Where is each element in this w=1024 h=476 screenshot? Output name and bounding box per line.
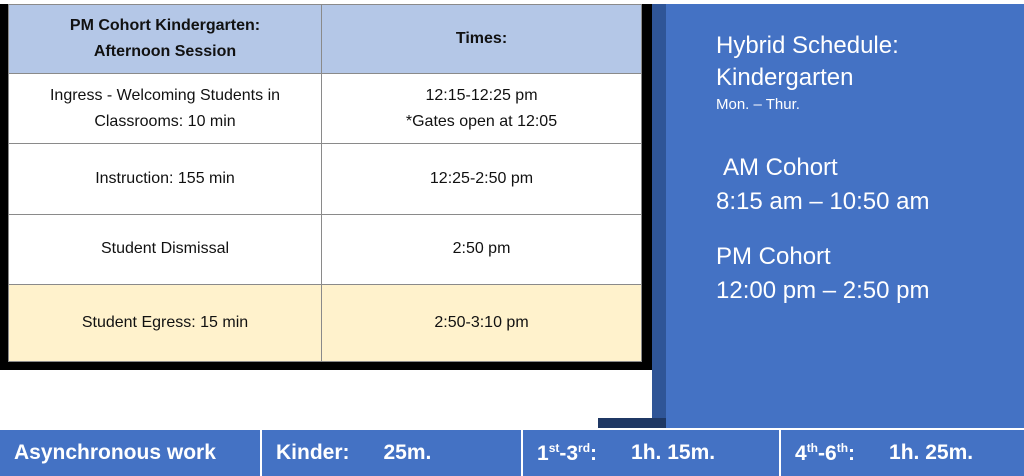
header-session: PM Cohort Kindergarten: Afternoon Session	[8, 3, 322, 75]
am-cohort-label: AM Cohort	[723, 154, 838, 181]
header-line: Afternoon Session	[93, 43, 237, 61]
time-cell: 12:25-2:50 pm	[321, 143, 642, 215]
activity-cell: Student Egress: 15 min	[8, 283, 322, 363]
async-grades-1-3: 1st-3rd: 1h. 15m.	[523, 430, 781, 476]
async-work-bar: Asynchronous work Kinder: 25m. 1st-3rd: …	[0, 428, 1024, 476]
header-line: PM Cohort Kindergarten:	[69, 17, 261, 35]
time-cell: 2:50-3:10 pm	[321, 283, 642, 363]
grade-num: 1	[537, 441, 549, 465]
time-line: 12:15-12:25 pm	[425, 86, 538, 104]
am-cohort-time: 8:15 am – 10:50 am	[716, 188, 930, 215]
ordinal: th	[836, 440, 849, 455]
grade-value: 1h. 15m.	[631, 441, 716, 464]
pm-cohort-time: 12:00 pm – 2:50 pm	[716, 277, 930, 304]
info-panel: Hybrid Schedule: Kindergarten Mon. – Thu…	[666, 4, 1024, 428]
activity-cell: Student Dismissal	[8, 213, 322, 285]
ordinal: rd	[578, 440, 591, 455]
panel-days: Mon. – Thur.	[716, 96, 800, 113]
time-note: *Gates open at 12:05	[405, 112, 558, 130]
grade-num: 4	[795, 441, 807, 465]
header-times: Times:	[321, 3, 642, 75]
ordinal: th	[806, 440, 819, 455]
panel-edge	[652, 4, 666, 428]
grade-label: Kinder:	[276, 441, 350, 464]
grade-label: 1st-3rd:	[537, 441, 597, 466]
panel-title: Hybrid Schedule:	[716, 32, 899, 59]
grade-num: -6	[818, 441, 837, 465]
activity-line: Classrooms: 10 min	[94, 112, 236, 130]
time-cell: 12:15-12:25 pm *Gates open at 12:05	[321, 73, 642, 145]
grade-label: 4th-6th:	[795, 441, 855, 466]
ordinal: st	[548, 440, 560, 455]
table-row: Student Dismissal 2:50 pm	[8, 213, 642, 285]
grade-num: -3	[559, 441, 579, 465]
table-row: Ingress - Welcoming Students in Classroom…	[8, 73, 642, 145]
colon: :	[590, 441, 598, 465]
time-cell: 2:50 pm	[321, 213, 642, 285]
table-row: Instruction: 155 min 12:25-2:50 pm	[8, 143, 642, 215]
panel-shadow	[598, 418, 666, 428]
pm-cohort-label: PM Cohort	[716, 243, 831, 270]
async-label: Asynchronous work	[0, 430, 262, 476]
panel-title: Kindergarten	[716, 64, 854, 91]
table-header-row: PM Cohort Kindergarten: Afternoon Session…	[8, 3, 642, 75]
grade-value: 1h. 25m.	[889, 441, 974, 464]
activity-cell: Ingress - Welcoming Students in Classroom…	[8, 73, 322, 145]
colon: :	[848, 441, 856, 465]
grade-value: 25m.	[383, 441, 432, 464]
activity-line: Ingress - Welcoming Students in	[49, 86, 281, 104]
schedule-table: PM Cohort Kindergarten: Afternoon Session…	[8, 3, 642, 363]
activity-cell: Instruction: 155 min	[8, 143, 322, 215]
async-kinder: Kinder: 25m.	[262, 430, 523, 476]
async-grades-4-6: 4th-6th: 1h. 25m.	[781, 430, 1024, 476]
table-row: Student Egress: 15 min 2:50-3:10 pm	[8, 283, 642, 363]
